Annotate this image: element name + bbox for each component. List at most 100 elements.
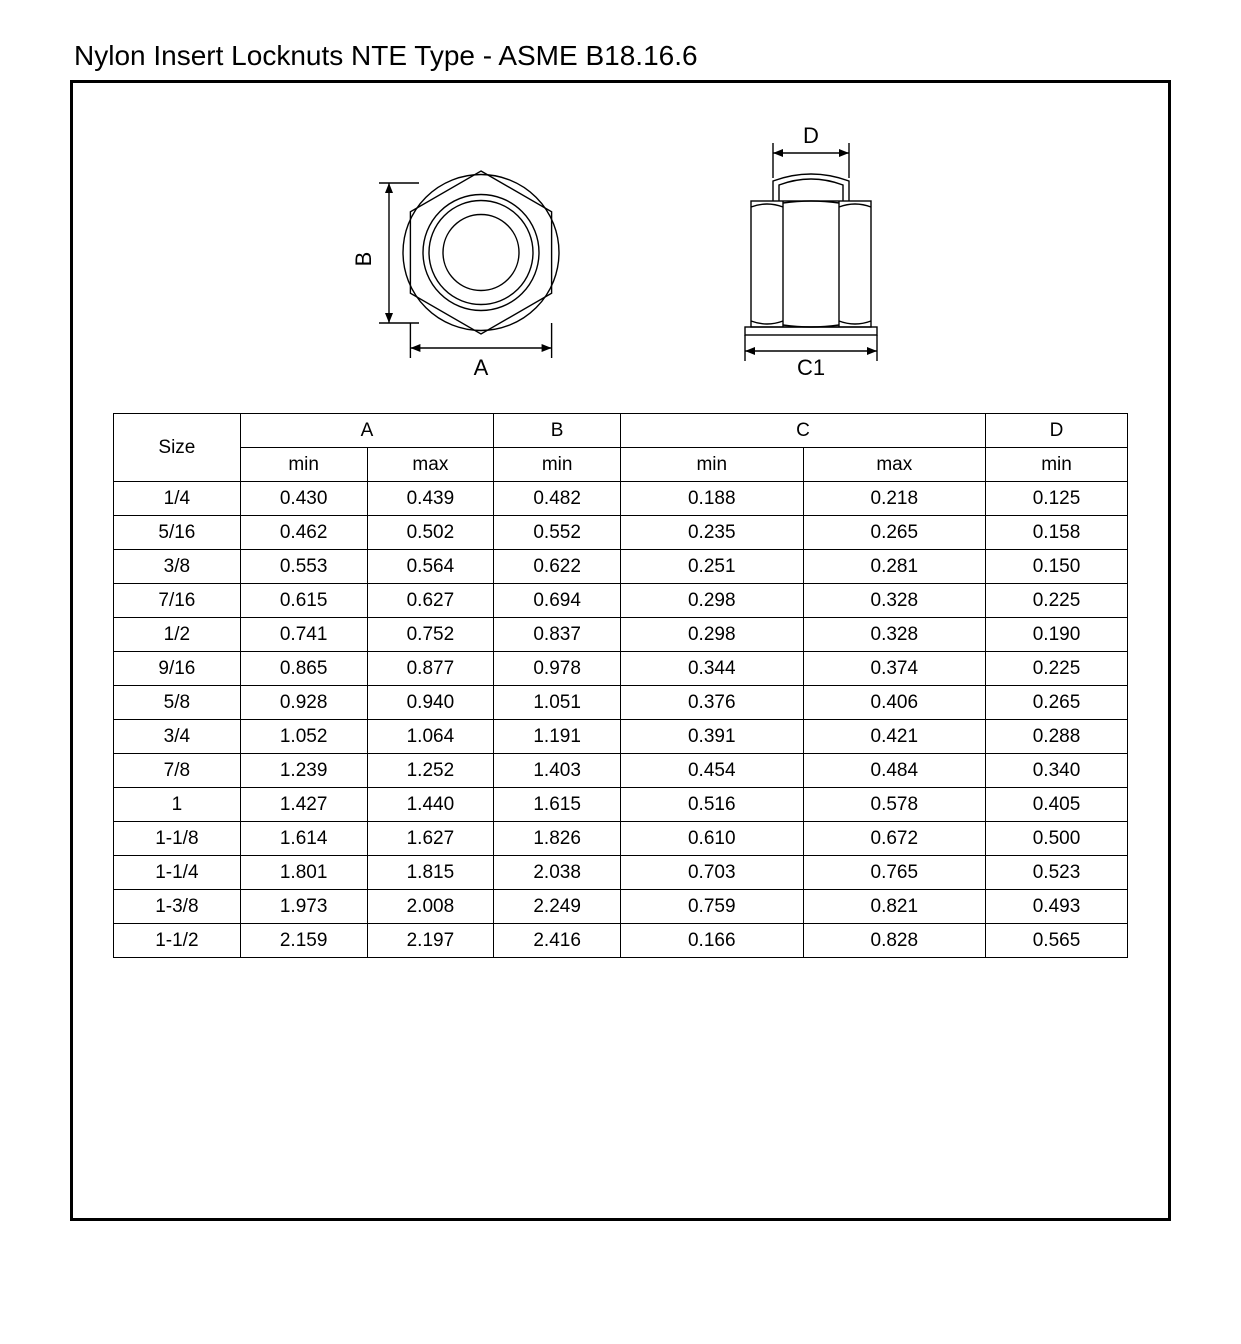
table-cell: 0.940 (367, 686, 494, 720)
content-frame: B A (70, 80, 1171, 1221)
table-cell: 1.826 (494, 822, 621, 856)
table-cell: 0.406 (803, 686, 986, 720)
page-title: Nylon Insert Locknuts NTE Type - ASME B1… (74, 40, 1171, 72)
table-cell: 0.298 (621, 618, 804, 652)
table-cell: 1.801 (240, 856, 367, 890)
spec-table: Size A B C D min max min min max min 1/4… (113, 413, 1128, 958)
table-cell: 3/4 (114, 720, 241, 754)
table-cell: 0.759 (621, 890, 804, 924)
table-cell: 0.552 (494, 516, 621, 550)
table-cell: 0.828 (803, 924, 986, 958)
table-cell: 0.265 (803, 516, 986, 550)
table-cell: 0.502 (367, 516, 494, 550)
table-cell: 1 (114, 788, 241, 822)
table-row: 1/40.4300.4390.4820.1880.2180.125 (114, 482, 1128, 516)
table-cell: 0.344 (621, 652, 804, 686)
table-cell: 1.815 (367, 856, 494, 890)
table-cell: 1.440 (367, 788, 494, 822)
col-d: D (986, 414, 1128, 448)
table-cell: 0.672 (803, 822, 986, 856)
nut-top-view: B A (331, 123, 591, 383)
table-body: 1/40.4300.4390.4820.1880.2180.1255/160.4… (114, 482, 1128, 958)
table-cell: 0.627 (367, 584, 494, 618)
table-cell: 0.454 (621, 754, 804, 788)
table-cell: 1.252 (367, 754, 494, 788)
col-c-min: min (621, 448, 804, 482)
table-cell: 0.328 (803, 618, 986, 652)
table-row: 11.4271.4401.6150.5160.5780.405 (114, 788, 1128, 822)
table-cell: 0.523 (986, 856, 1128, 890)
col-c: C (621, 414, 986, 448)
table-cell: 0.288 (986, 720, 1128, 754)
table-cell: 2.008 (367, 890, 494, 924)
col-b: B (494, 414, 621, 448)
table-cell: 0.837 (494, 618, 621, 652)
table-cell: 0.298 (621, 584, 804, 618)
table-cell: 0.752 (367, 618, 494, 652)
table-cell: 0.374 (803, 652, 986, 686)
table-row: 3/80.5530.5640.6220.2510.2810.150 (114, 550, 1128, 584)
table-cell: 1/2 (114, 618, 241, 652)
dim-label-c1: C1 (796, 355, 824, 380)
table-cell: 0.166 (621, 924, 804, 958)
dim-label-b: B (351, 252, 376, 267)
table-cell: 0.865 (240, 652, 367, 686)
table-cell: 0.565 (986, 924, 1128, 958)
table-cell: 1-1/4 (114, 856, 241, 890)
table-cell: 1.403 (494, 754, 621, 788)
table-cell: 1.427 (240, 788, 367, 822)
table-row: 1-3/81.9732.0082.2490.7590.8210.493 (114, 890, 1128, 924)
table-cell: 0.150 (986, 550, 1128, 584)
table-cell: 0.516 (621, 788, 804, 822)
table-row: 1/20.7410.7520.8370.2980.3280.190 (114, 618, 1128, 652)
table-row: 5/80.9280.9401.0510.3760.4060.265 (114, 686, 1128, 720)
table-cell: 2.416 (494, 924, 621, 958)
table-cell: 0.405 (986, 788, 1128, 822)
table-cell: 0.493 (986, 890, 1128, 924)
table-cell: 0.190 (986, 618, 1128, 652)
col-a: A (240, 414, 494, 448)
table-cell: 0.703 (621, 856, 804, 890)
table-cell: 0.376 (621, 686, 804, 720)
table-cell: 0.694 (494, 584, 621, 618)
table-cell: 1-1/8 (114, 822, 241, 856)
table-cell: 0.251 (621, 550, 804, 584)
table-cell: 0.484 (803, 754, 986, 788)
table-cell: 1.973 (240, 890, 367, 924)
dim-label-d: D (803, 123, 819, 148)
table-cell: 2.197 (367, 924, 494, 958)
diagram-row: B A (113, 123, 1128, 383)
col-d-min: min (986, 448, 1128, 482)
table-cell: 0.265 (986, 686, 1128, 720)
table-cell: 1.615 (494, 788, 621, 822)
table-row: 7/81.2391.2521.4030.4540.4840.340 (114, 754, 1128, 788)
table-cell: 0.158 (986, 516, 1128, 550)
table-cell: 0.340 (986, 754, 1128, 788)
table-row: 9/160.8650.8770.9780.3440.3740.225 (114, 652, 1128, 686)
table-cell: 5/16 (114, 516, 241, 550)
table-cell: 1.239 (240, 754, 367, 788)
table-cell: 0.564 (367, 550, 494, 584)
table-cell: 1/4 (114, 482, 241, 516)
table-cell: 0.225 (986, 584, 1128, 618)
table-cell: 0.421 (803, 720, 986, 754)
table-cell: 0.928 (240, 686, 367, 720)
table-cell: 0.430 (240, 482, 367, 516)
table-cell: 0.391 (621, 720, 804, 754)
table-cell: 0.821 (803, 890, 986, 924)
table-cell: 3/8 (114, 550, 241, 584)
table-cell: 0.439 (367, 482, 494, 516)
col-b-min: min (494, 448, 621, 482)
table-cell: 1.627 (367, 822, 494, 856)
table-row: 3/41.0521.0641.1910.3910.4210.288 (114, 720, 1128, 754)
table-cell: 0.482 (494, 482, 621, 516)
table-row: 1-1/41.8011.8152.0380.7030.7650.523 (114, 856, 1128, 890)
dim-label-a: A (473, 355, 488, 380)
table-cell: 1.191 (494, 720, 621, 754)
table-cell: 5/8 (114, 686, 241, 720)
table-cell: 0.328 (803, 584, 986, 618)
table-row: 1-1/81.6141.6271.8260.6100.6720.500 (114, 822, 1128, 856)
table-cell: 0.978 (494, 652, 621, 686)
table-cell: 1.051 (494, 686, 621, 720)
table-cell: 0.615 (240, 584, 367, 618)
